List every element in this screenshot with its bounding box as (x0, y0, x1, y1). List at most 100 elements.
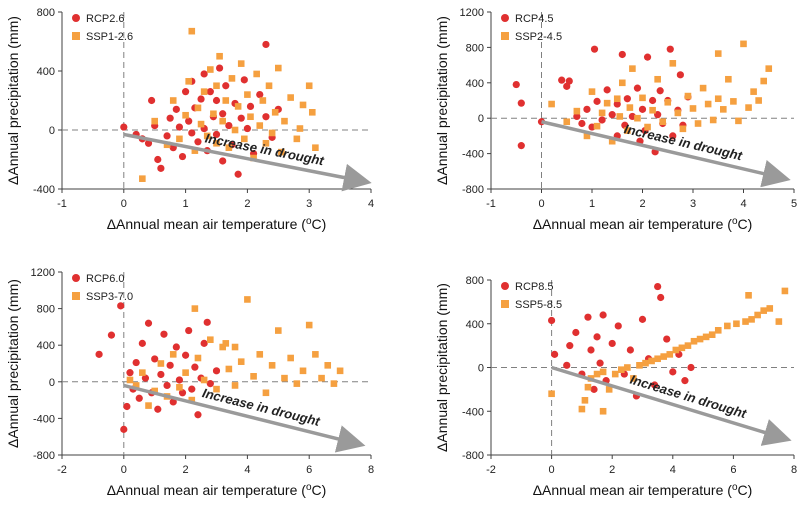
data-point-ssp585 (636, 362, 643, 369)
data-point-ssp370 (207, 336, 214, 344)
data-point-rcp45 (633, 84, 642, 92)
data-point-ssp370 (194, 354, 202, 362)
data-point-ssp245 (735, 117, 742, 125)
data-point-ssp245 (699, 84, 707, 92)
data-point-ssp370 (191, 305, 199, 312)
data-point-rcp45 (603, 86, 611, 94)
data-point-rcp26 (243, 124, 251, 133)
data-point-ssp585 (548, 390, 555, 398)
x-axis-title: ΔAnnual mean air temperature (oC) (107, 216, 327, 232)
data-point-ssp126 (281, 117, 288, 125)
legend-marker (501, 32, 509, 40)
data-point-rcp60 (175, 376, 184, 384)
x-tick-label: 8 (791, 464, 797, 476)
data-point-rcp45 (517, 99, 525, 107)
y-axis-title: ΔAnnual precipitation (mm) (434, 16, 450, 185)
data-point-ssp370 (299, 367, 307, 375)
data-point-ssp370 (145, 402, 152, 409)
data-point-ssp245 (644, 123, 651, 131)
data-point-ssp126 (231, 126, 239, 134)
data-point-ssp370 (225, 365, 233, 373)
data-point-ssp370 (318, 374, 325, 382)
data-point-rcp26 (206, 88, 214, 96)
data-point-ssp126 (275, 64, 282, 72)
data-point-ssp126 (182, 111, 189, 119)
data-point-rcp60 (157, 370, 165, 379)
legend-marker (501, 14, 509, 22)
data-point-ssp585 (599, 368, 607, 376)
data-point-rcp60 (172, 343, 180, 351)
data-point-rcp60 (144, 319, 153, 327)
legend-label: RCP4.5 (515, 13, 554, 25)
data-point-rcp45 (613, 100, 621, 108)
data-point-ssp245 (750, 88, 757, 95)
y-tick-label: 400 (466, 319, 484, 331)
x-tick-label: 3 (306, 198, 312, 210)
data-point-ssp126 (194, 104, 202, 112)
data-point-ssp245 (669, 60, 677, 67)
x-tick-label: 6 (306, 464, 312, 476)
data-point-ssp585 (690, 337, 698, 345)
data-point-ssp370 (312, 351, 319, 358)
data-point-ssp245 (674, 109, 682, 117)
data-point-ssp585 (581, 397, 589, 404)
data-point-rcp60 (163, 381, 171, 390)
data-point-rcp45 (608, 111, 616, 119)
data-point-rcp85 (566, 342, 574, 350)
data-point-rcp85 (599, 311, 607, 319)
data-point-ssp370 (268, 362, 276, 369)
data-point-rcp60 (166, 361, 174, 369)
data-point-ssp370 (262, 389, 270, 397)
x-tick-label: 2 (639, 198, 645, 210)
panel-rcp26: -400 0 400 800 -1 0 1 2 3 4 ΔAnnual mean air tempe… (5, 7, 374, 232)
data-point-rcp26 (166, 114, 174, 122)
data-point-ssp245 (603, 99, 611, 107)
data-point-rcp26 (219, 157, 227, 165)
legend-marker (72, 274, 80, 282)
data-point-rcp60 (206, 380, 214, 388)
x-tick-label: -1 (486, 198, 496, 210)
data-point-ssp245 (624, 127, 631, 134)
panel-rcp60: -800 -400 0 400 800 1200 -2 0 2 4 6 8 ΔAnnual mean a… (5, 267, 374, 498)
data-point-rcp26 (194, 138, 202, 146)
data-point-rcp85 (593, 333, 601, 341)
data-point-ssp370 (244, 296, 251, 303)
data-point-ssp126 (253, 70, 260, 78)
data-point-rcp26 (172, 105, 180, 113)
data-point-ssp370 (176, 383, 183, 391)
data-point-ssp585 (593, 370, 601, 378)
data-point-ssp585 (578, 405, 586, 413)
data-point-rcp26 (120, 123, 128, 131)
data-point-rcp26 (262, 113, 270, 121)
data-point-ssp370 (169, 351, 177, 358)
data-point-ssp126 (305, 82, 313, 90)
data-point-ssp245 (616, 113, 624, 120)
data-point-ssp126 (299, 101, 307, 109)
data-point-ssp126 (259, 97, 267, 104)
data-point-rcp45 (558, 76, 566, 84)
data-point-ssp126 (197, 120, 205, 128)
data-point-rcp26 (163, 132, 171, 140)
data-point-rcp85 (638, 315, 647, 323)
data-point-ssp585 (611, 370, 619, 378)
data-point-rcp60 (212, 367, 221, 375)
data-point-ssp245 (583, 132, 591, 140)
data-point-rcp85 (596, 359, 604, 367)
data-point-ssp585 (781, 287, 789, 295)
data-point-ssp585 (648, 357, 655, 365)
data-point-ssp585 (745, 292, 752, 299)
data-point-rcp60 (185, 326, 193, 335)
data-point-ssp370 (222, 340, 230, 347)
data-point-ssp245 (765, 65, 773, 72)
data-point-ssp245 (714, 50, 722, 57)
data-point-rcp60 (160, 330, 168, 338)
y-tick-label: 400 (37, 340, 55, 352)
data-point-rcp60 (132, 358, 140, 367)
x-tick-label: 4 (670, 464, 676, 476)
data-point-rcp85 (572, 328, 580, 337)
drought-annotation: Increase in drought (201, 385, 322, 429)
data-point-rcp45 (583, 105, 591, 113)
data-point-ssp245 (563, 118, 571, 126)
panel-rcp85: -800 -400 0 400 800 -2 0 2 4 6 8 ΔAnnual mean air t… (434, 275, 797, 498)
data-point-ssp126 (241, 135, 248, 143)
